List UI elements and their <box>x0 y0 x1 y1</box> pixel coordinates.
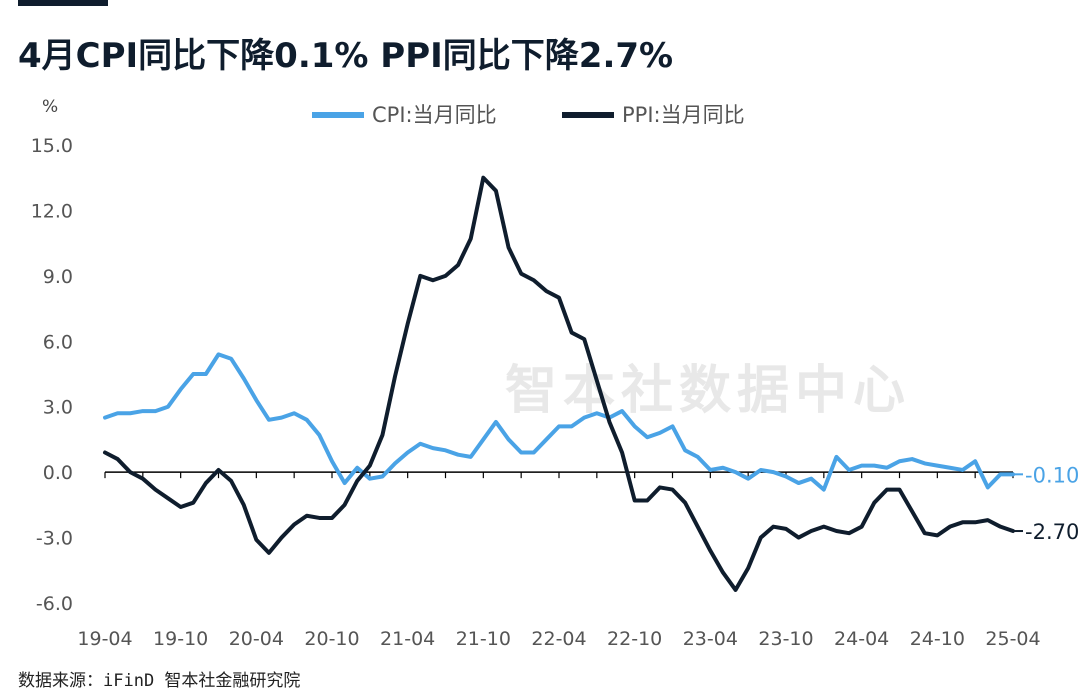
legend: CPI:当月同比 PPI:当月同比 <box>312 103 745 127</box>
y-axis-unit: % <box>42 97 58 117</box>
x-tick-label: 23-04 <box>683 628 738 650</box>
watermark-text: 智本社数据中心 <box>505 361 911 421</box>
x-tick-label: 22-04 <box>531 628 586 650</box>
x-tick-label: 19-10 <box>153 628 208 650</box>
x-tick-label: 25-04 <box>985 628 1040 650</box>
y-axis-ticks: 15.0 12.0 9.0 6.0 3.0 0.0 -3.0 -6.0 <box>31 135 73 615</box>
header-accent-bar <box>18 0 108 6</box>
x-tick-label: 23-10 <box>758 628 813 650</box>
ppi-end-label: -2.70 <box>1025 520 1079 544</box>
y-tick-label: -6.0 <box>36 593 73 615</box>
series-lines <box>103 175 1015 592</box>
legend-ppi-label: PPI:当月同比 <box>622 103 745 127</box>
y-tick-label: -3.0 <box>36 528 73 550</box>
y-tick-label: 15.0 <box>31 135 73 157</box>
x-tick-label: 24-10 <box>910 628 965 650</box>
y-tick-label: 6.0 <box>43 331 73 353</box>
data-source-note: 数据来源：iFinD 智本社金融研究院 <box>18 671 301 691</box>
y-tick-label: 3.0 <box>43 397 73 419</box>
x-tick-label: 24-04 <box>834 628 889 650</box>
x-tick-label: 21-10 <box>456 628 511 650</box>
legend-cpi-label: CPI:当月同比 <box>372 103 497 127</box>
x-tick-label: 22-10 <box>607 628 662 650</box>
y-tick-label: 12.0 <box>31 200 73 222</box>
x-axis-ticks: 19-04 19-10 20-04 20-10 21-04 21-10 22-04 22-10… <box>77 628 1040 650</box>
y-tick-label: 0.0 <box>43 462 73 484</box>
x-axis <box>104 471 1014 479</box>
x-tick-label: 20-10 <box>304 628 359 650</box>
x-tick-label: 19-04 <box>77 628 132 650</box>
y-tick-label: 9.0 <box>43 266 73 288</box>
ppi-series-line <box>103 175 1015 592</box>
x-tick-label: 20-04 <box>229 628 284 650</box>
cpi-series-line <box>103 352 1015 492</box>
chart-title: 4月CPI同比下降0.1% PPI同比下降2.7% <box>18 36 674 76</box>
end-labels: -0.10 -2.70 <box>1013 463 1079 544</box>
cpi-end-label: -0.10 <box>1025 463 1079 487</box>
x-tick-label: 21-04 <box>380 628 435 650</box>
